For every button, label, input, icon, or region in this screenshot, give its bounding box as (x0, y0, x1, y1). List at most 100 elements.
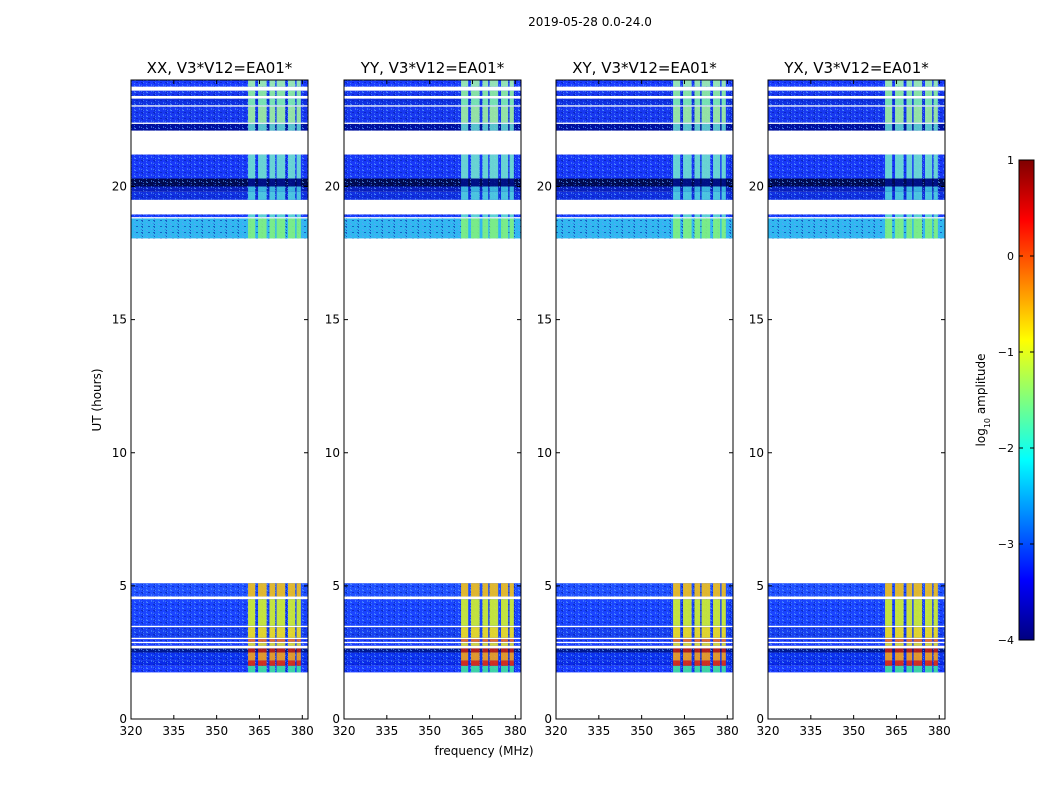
rfi-column-cell (258, 178, 267, 187)
rfi-column-cell (885, 186, 893, 192)
rfi-column-cell (713, 123, 721, 131)
rfi-column-cell (673, 583, 681, 597)
band-noise (131, 648, 308, 653)
rfi-column-cell (933, 80, 938, 87)
rfi-column-cell (683, 90, 692, 96)
y-tick-label: 0 (544, 712, 552, 726)
rfi-column-cell (933, 178, 938, 187)
rfi-column-cell (925, 660, 933, 666)
rfi-column-cell (248, 214, 256, 218)
rfi-column-cell (471, 643, 480, 646)
rfi-column-cell (673, 90, 681, 96)
rfi-column-cell (501, 643, 509, 646)
rfi-column-cell (913, 98, 923, 106)
rfi-column-cell (461, 178, 469, 187)
rfi-column-cell (482, 652, 489, 661)
heatmap-image (768, 80, 945, 673)
rfi-column-cell (673, 80, 681, 87)
rfi-column-cell (248, 599, 256, 626)
rfi-column-cell (489, 178, 499, 187)
rfi-column-cell (509, 191, 514, 200)
rfi-column-cell (296, 627, 301, 638)
rfi-column-cell (925, 652, 933, 661)
rfi-column-cell (721, 643, 726, 646)
rfi-column-cell (258, 583, 267, 597)
rfi-column-cell (258, 106, 267, 123)
rfi-column-cell (288, 639, 296, 642)
band-noise (768, 660, 945, 666)
band-noise (556, 639, 733, 642)
rfi-column-cell (673, 106, 681, 123)
rfi-column-cell (694, 218, 701, 239)
band-noise (131, 80, 308, 87)
rfi-column-cell (906, 106, 913, 123)
band-noise (131, 639, 308, 642)
rfi-column-cell (683, 80, 692, 87)
rfi-column-cell (925, 106, 933, 123)
rfi-column-cell (694, 639, 701, 642)
rfi-column-cell (276, 123, 286, 131)
rfi-column-cell (885, 218, 893, 239)
panel-frame (555, 79, 734, 720)
band-noise (556, 90, 733, 96)
rfi-column-cell (489, 214, 499, 218)
rfi-column-cell (509, 599, 514, 626)
rfi-column-cell (933, 218, 938, 239)
rfi-column-cell (906, 214, 913, 218)
band-noise (768, 191, 945, 200)
rfi-column-cell (694, 106, 701, 123)
x-tick-label: 335 (375, 724, 398, 738)
rfi-column-cell (296, 191, 301, 200)
rfi-column-cell (721, 639, 726, 642)
rfi-column-cell (713, 154, 721, 179)
rfi-column-cell (713, 191, 721, 200)
rfi-column-cell (895, 660, 904, 666)
rfi-column-cell (489, 639, 499, 642)
rfi-column-cell (906, 178, 913, 187)
panel-frame (130, 79, 309, 720)
rfi-column-cell (276, 652, 286, 661)
band-noise (556, 665, 733, 673)
rfi-column-cell (906, 583, 913, 597)
rfi-column-cell (296, 665, 301, 673)
rfi-column-cell (683, 660, 692, 666)
rfi-column-cell (885, 98, 893, 106)
band-noise (344, 90, 521, 96)
rfi-column-cell (933, 191, 938, 200)
band-noise (344, 648, 521, 653)
rfi-column-cell (471, 639, 480, 642)
rfi-column-cell (906, 627, 913, 638)
rfi-column-cell (683, 652, 692, 661)
rfi-column-cell (471, 648, 480, 653)
rfi-column-cell (296, 214, 301, 218)
x-tick-label: 320 (545, 724, 568, 738)
rfi-column-cell (683, 214, 692, 218)
rfi-column-cell (489, 90, 499, 96)
band-noise (131, 660, 308, 666)
rfi-column-cell (913, 191, 923, 200)
rfi-column-cell (701, 627, 711, 638)
rfi-column-cell (489, 599, 499, 626)
rfi-column-cell (701, 90, 711, 96)
rfi-column-cell (895, 154, 904, 179)
rfi-column-cell (248, 643, 256, 646)
rfi-column-cell (913, 599, 923, 626)
rfi-column-cell (471, 178, 480, 187)
rfi-column-cell (461, 90, 469, 96)
rfi-column-cell (461, 648, 469, 653)
rfi-column-cell (913, 218, 923, 239)
panel-2: YY, V3*V12=EA01* 320 335 350 365 380 0 5 10 15 20 (325, 59, 527, 738)
rfi-column-cell (501, 178, 509, 187)
rfi-column-cell (895, 80, 904, 87)
rfi-column-cell (509, 123, 514, 131)
rfi-column-cell (489, 652, 499, 661)
rfi-column-cell (248, 90, 256, 96)
rfi-column-cell (906, 218, 913, 239)
rfi-column-cell (906, 599, 913, 626)
rfi-column-cell (482, 583, 489, 597)
rfi-column-cell (694, 643, 701, 646)
rfi-column-cell (258, 98, 267, 106)
rfi-column-cell (721, 665, 726, 673)
rfi-column-cell (471, 214, 480, 218)
rfi-column-cell (925, 186, 933, 192)
